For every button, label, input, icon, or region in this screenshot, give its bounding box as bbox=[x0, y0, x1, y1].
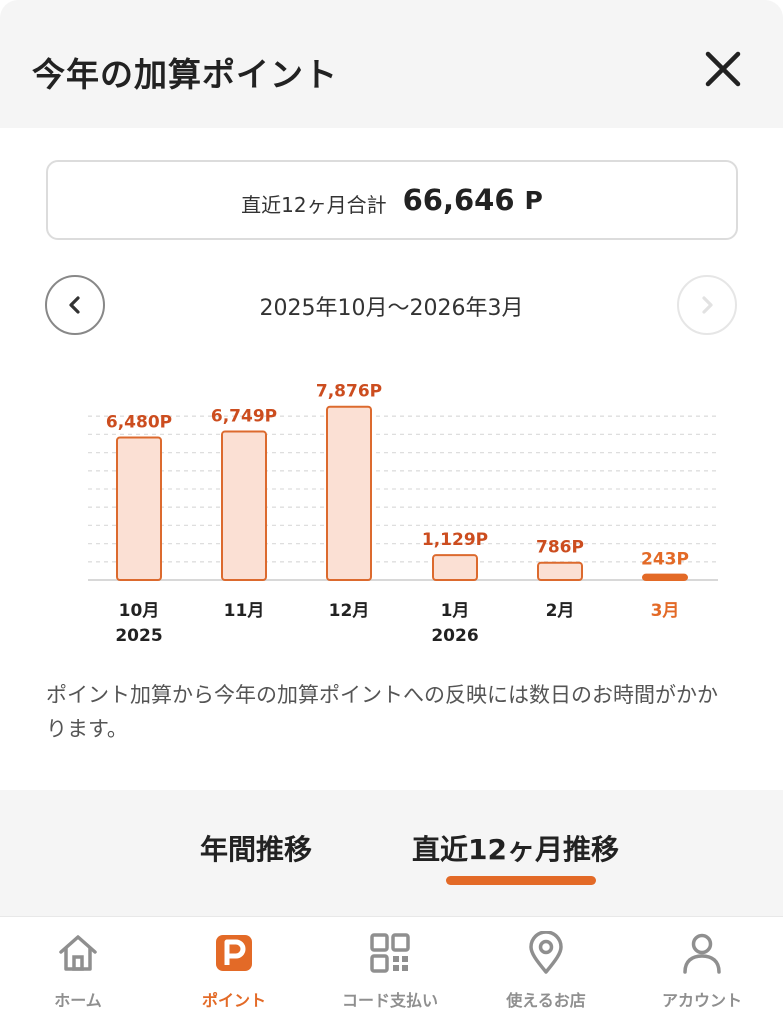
chevron-left-icon bbox=[69, 296, 80, 314]
next-period-button[interactable] bbox=[677, 275, 737, 335]
nav-code-payment[interactable]: コード支払い bbox=[312, 917, 468, 1024]
nav-stores-label: 使えるお店 bbox=[506, 991, 586, 1010]
chart-bar bbox=[221, 430, 267, 581]
nav-stores[interactable]: 使えるお店 bbox=[468, 917, 624, 1024]
chart-bar bbox=[326, 405, 372, 582]
prev-period-button[interactable] bbox=[45, 275, 105, 335]
tab-yearly-trend[interactable]: 年間推移 bbox=[200, 833, 313, 866]
bottom-navigation: ホーム ポイント コード支払い 使えるお店 アカウント bbox=[0, 916, 783, 1024]
monthly-points-chart: 6,480P 10月 2025 6,749P 11月 7,876P 12月 1,129P 1月 2… bbox=[88, 382, 718, 646]
tab-recent-12-months[interactable]: 直近12ヶ月推移 bbox=[412, 833, 619, 866]
chevron-right-icon bbox=[702, 296, 713, 314]
reflection-note: ポイント加算から今年の加算ポイントへの反映には数日のお時間がかかります。 bbox=[46, 683, 718, 741]
period-label: 2025年10月〜2026年3月 bbox=[259, 296, 524, 321]
close-button[interactable] bbox=[700, 46, 746, 92]
home-icon bbox=[59, 935, 97, 971]
account-icon bbox=[683, 933, 721, 974]
chart-value-label: 7,876P bbox=[316, 382, 382, 402]
nav-point-label: ポイント bbox=[201, 991, 266, 1010]
chart-category-label: 12月 bbox=[329, 601, 370, 621]
chart-value-label: 1,129P bbox=[422, 530, 488, 550]
chart-category-label: 3月 bbox=[651, 601, 680, 621]
total-value: 66,646 bbox=[402, 183, 515, 217]
nav-account[interactable]: アカウント bbox=[624, 917, 780, 1024]
point-icon bbox=[216, 935, 252, 971]
nav-home[interactable]: ホーム bbox=[0, 917, 156, 1024]
nav-point[interactable]: ポイント bbox=[156, 917, 312, 1024]
page-title: 今年の加算ポイント bbox=[32, 55, 338, 94]
chart-tabs: 年間推移 直近12ヶ月推移 bbox=[0, 790, 783, 916]
chart-bar bbox=[116, 436, 162, 581]
close-icon bbox=[705, 51, 741, 87]
chart-value-label: 6,749P bbox=[211, 407, 277, 427]
nav-home-label: ホーム bbox=[54, 991, 102, 1010]
nav-account-label: アカウント bbox=[661, 991, 742, 1010]
chart-category-label: 11月 bbox=[224, 601, 265, 621]
map-pin-icon bbox=[529, 931, 563, 974]
active-tab-indicator bbox=[446, 876, 596, 885]
chart-value-label: 786P bbox=[536, 538, 584, 558]
chart-year-label: 2025 bbox=[115, 626, 162, 646]
modal-header: 今年の加算ポイント bbox=[0, 0, 783, 128]
chart-bar bbox=[642, 573, 688, 582]
chart-category-label: 1月 bbox=[441, 601, 470, 621]
nav-code-payment-label: コード支払い bbox=[341, 991, 438, 1010]
chart-bar bbox=[537, 561, 583, 581]
chart-value-label: 6,480P bbox=[106, 412, 172, 432]
chart-category-label: 10月 bbox=[119, 601, 160, 621]
total-label: 直近12ヶ月合計 bbox=[241, 192, 387, 217]
chart-value-label: 243P bbox=[641, 550, 689, 570]
qr-code-icon bbox=[370, 933, 410, 973]
chart-year-label: 2026 bbox=[431, 626, 478, 646]
total-unit: P bbox=[524, 185, 543, 215]
total-summary-box: 直近12ヶ月合計 66,646 P bbox=[46, 160, 738, 240]
chart-category-label: 2月 bbox=[546, 601, 575, 621]
chart-bar bbox=[432, 554, 478, 582]
